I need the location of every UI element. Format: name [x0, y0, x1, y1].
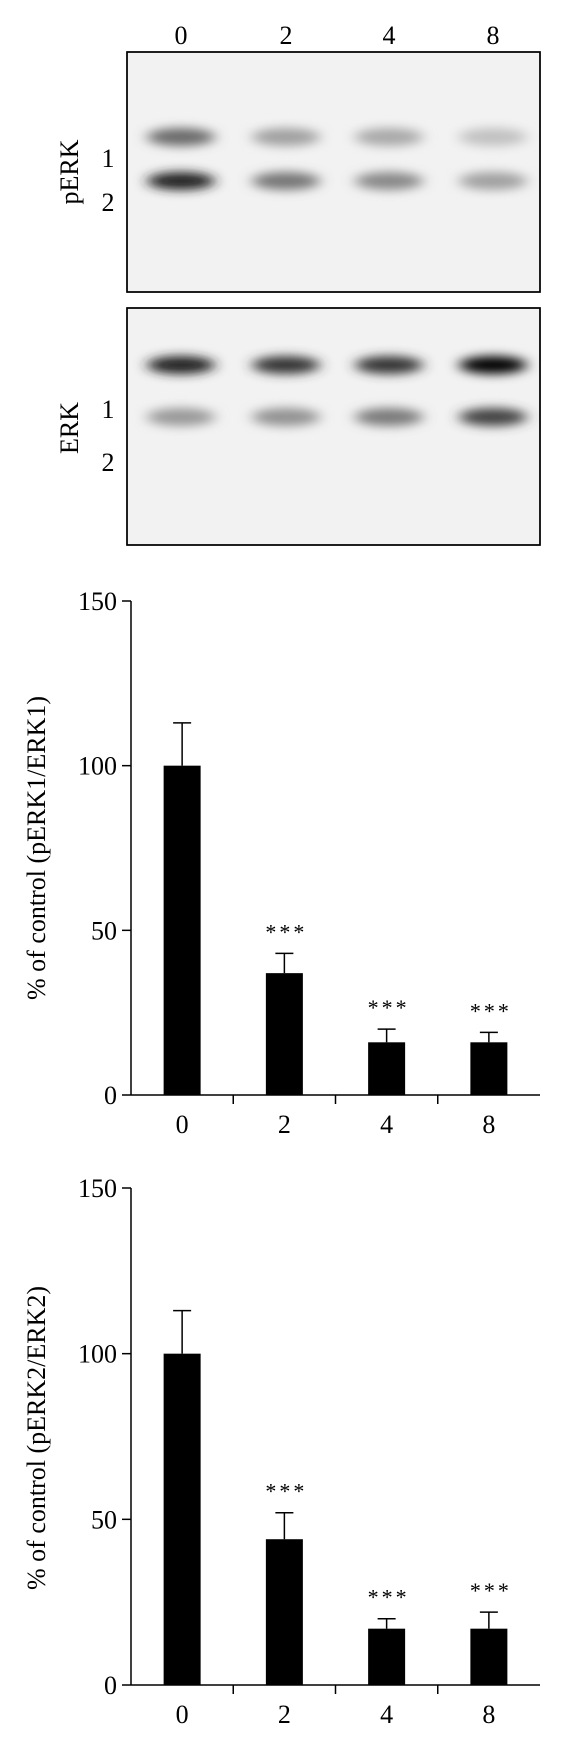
- band-label: 1: [102, 395, 115, 424]
- x-tick-label: 0: [176, 1110, 189, 1139]
- lane-label: 8: [487, 21, 500, 50]
- chart-marks: 0 50 100 150 0 *** 2 *** 4 *** 8: [78, 1174, 512, 1729]
- y-axis-label: % of control (pERK1/ERK1): [22, 696, 51, 1000]
- western-blot: 0 2 4 8 pERK 1 2 ERK 1 2: [55, 21, 541, 546]
- bar: [470, 1042, 508, 1095]
- significance-label: ***: [368, 1585, 410, 1610]
- perk-bands: [147, 128, 527, 190]
- blot-band: [355, 408, 423, 426]
- significance-label: ***: [470, 1578, 512, 1603]
- x-tick-label: 4: [380, 1700, 393, 1729]
- y-tick-label: 150: [78, 1174, 117, 1203]
- significance-label: ***: [368, 995, 410, 1020]
- lane-label: 0: [175, 21, 188, 50]
- y-tick-label: 50: [91, 1505, 117, 1534]
- chart-marks: 0 50 100 150 0 *** 2 *** 4 *** 8: [78, 587, 512, 1139]
- y-tick-label: 0: [104, 1081, 117, 1110]
- y-tick-label: 150: [78, 587, 117, 616]
- blot-band: [459, 128, 527, 146]
- significance-label: ***: [265, 1479, 307, 1504]
- erk-blot-frame: [126, 307, 541, 546]
- bar-chart-perk2: % of control (pERK2/ERK2) 0 50 100 150 0 *** 2…: [22, 1174, 540, 1729]
- blot-band: [252, 356, 320, 374]
- y-tick-label: 100: [78, 1340, 117, 1369]
- x-tick-label: 0: [176, 1700, 189, 1729]
- blot-band: [459, 408, 527, 426]
- erk-bands: [147, 356, 527, 426]
- blot-band: [355, 172, 423, 190]
- erk-blot-panel: ERK 1 2: [55, 307, 541, 546]
- blot-band: [355, 356, 423, 374]
- bar: [265, 1539, 303, 1685]
- lane-label: 2: [280, 21, 293, 50]
- significance-label: ***: [265, 919, 307, 944]
- bar: [368, 1628, 406, 1685]
- blot-band: [147, 408, 215, 426]
- band-label: 2: [102, 448, 115, 477]
- bar-chart-perk1: % of control (pERK1/ERK1) 0 50 100 150 0 *** 2…: [22, 587, 540, 1139]
- lane-label: 4: [383, 21, 396, 50]
- blot-band: [252, 128, 320, 146]
- blot-band: [355, 128, 423, 146]
- bar: [368, 1042, 406, 1095]
- erk-blot-title: ERK: [55, 402, 84, 454]
- x-tick-label: 8: [482, 1110, 495, 1139]
- significance-label: ***: [470, 998, 512, 1023]
- blot-band: [147, 128, 215, 146]
- blot-band: [459, 172, 527, 190]
- blot-band: [459, 356, 527, 374]
- bar: [265, 973, 303, 1095]
- perk-blot-frame: [126, 51, 541, 293]
- y-tick-label: 50: [91, 916, 117, 945]
- y-tick-label: 0: [104, 1671, 117, 1700]
- blot-band: [252, 172, 320, 190]
- blot-band: [147, 356, 215, 374]
- bar: [163, 765, 201, 1095]
- band-label: 1: [102, 144, 115, 173]
- x-tick-label: 2: [278, 1110, 291, 1139]
- perk-blot-title: pERK: [55, 139, 84, 204]
- perk-blot-panel: pERK 1 2: [55, 51, 541, 293]
- band-label: 2: [102, 188, 115, 217]
- blot-band: [252, 408, 320, 426]
- blot-band: [147, 172, 215, 190]
- bar: [163, 1353, 201, 1685]
- x-tick-label: 2: [278, 1700, 291, 1729]
- y-tick-label: 100: [78, 752, 117, 781]
- y-axis-label: % of control (pERK2/ERK2): [22, 1286, 51, 1590]
- x-tick-label: 4: [380, 1110, 393, 1139]
- x-tick-label: 8: [482, 1700, 495, 1729]
- bar: [470, 1628, 508, 1685]
